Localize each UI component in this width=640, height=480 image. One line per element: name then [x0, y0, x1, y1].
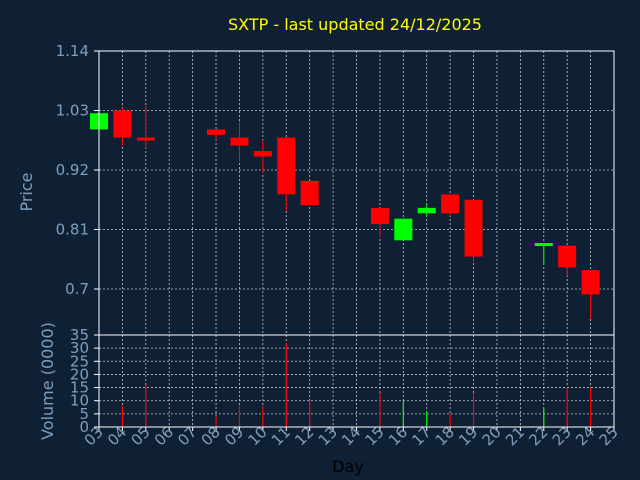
- candle-body: [464, 199, 483, 257]
- x-axis-label: Day: [332, 457, 364, 476]
- candle-body: [253, 151, 272, 157]
- candle-body: [417, 207, 436, 214]
- price-tick-label: 0.81: [56, 221, 89, 239]
- candlestick-series: [90, 105, 600, 319]
- candle-body: [277, 137, 296, 195]
- volume-tick-label: 20: [70, 365, 89, 383]
- candle-body: [230, 137, 249, 146]
- volume-tick-label: 10: [70, 392, 89, 410]
- candle-body: [581, 270, 600, 295]
- volume-tick-label: 35: [70, 326, 89, 344]
- candle-body: [136, 137, 155, 141]
- candle-body: [394, 218, 413, 241]
- candle-body: [558, 245, 577, 268]
- price-tick-label: 0.92: [56, 161, 89, 179]
- volume-tick-label: 5: [79, 405, 89, 423]
- price-tick-label: 0.7: [65, 280, 89, 298]
- volume-tick-label: 25: [70, 352, 89, 370]
- volume-tick-label: 15: [70, 379, 89, 397]
- candle-body: [441, 194, 460, 214]
- candle-body: [370, 207, 389, 225]
- price-axis-label: Price: [17, 172, 36, 211]
- candle-body: [207, 129, 226, 135]
- volume-gridlines: [98, 334, 615, 428]
- chart-title: SXTP - last updated 24/12/2025: [228, 15, 482, 34]
- price-tick-label: 1.03: [56, 102, 89, 120]
- volume-panel-frame: [98, 334, 615, 428]
- price-gridlines: [98, 50, 615, 335]
- candle-body: [534, 243, 553, 247]
- price-tick-label: 1.14: [56, 42, 89, 60]
- candle-body: [113, 110, 132, 138]
- volume-tick-label: 0: [79, 418, 89, 436]
- candle-body: [300, 180, 319, 206]
- price-y-ticks: 1.14 1.03 0.92 0.81 0.7: [56, 42, 99, 298]
- volume-tick-label: 30: [70, 339, 89, 357]
- volume-series: [121, 342, 592, 427]
- volume-axis-label: Volume (0000): [38, 322, 57, 440]
